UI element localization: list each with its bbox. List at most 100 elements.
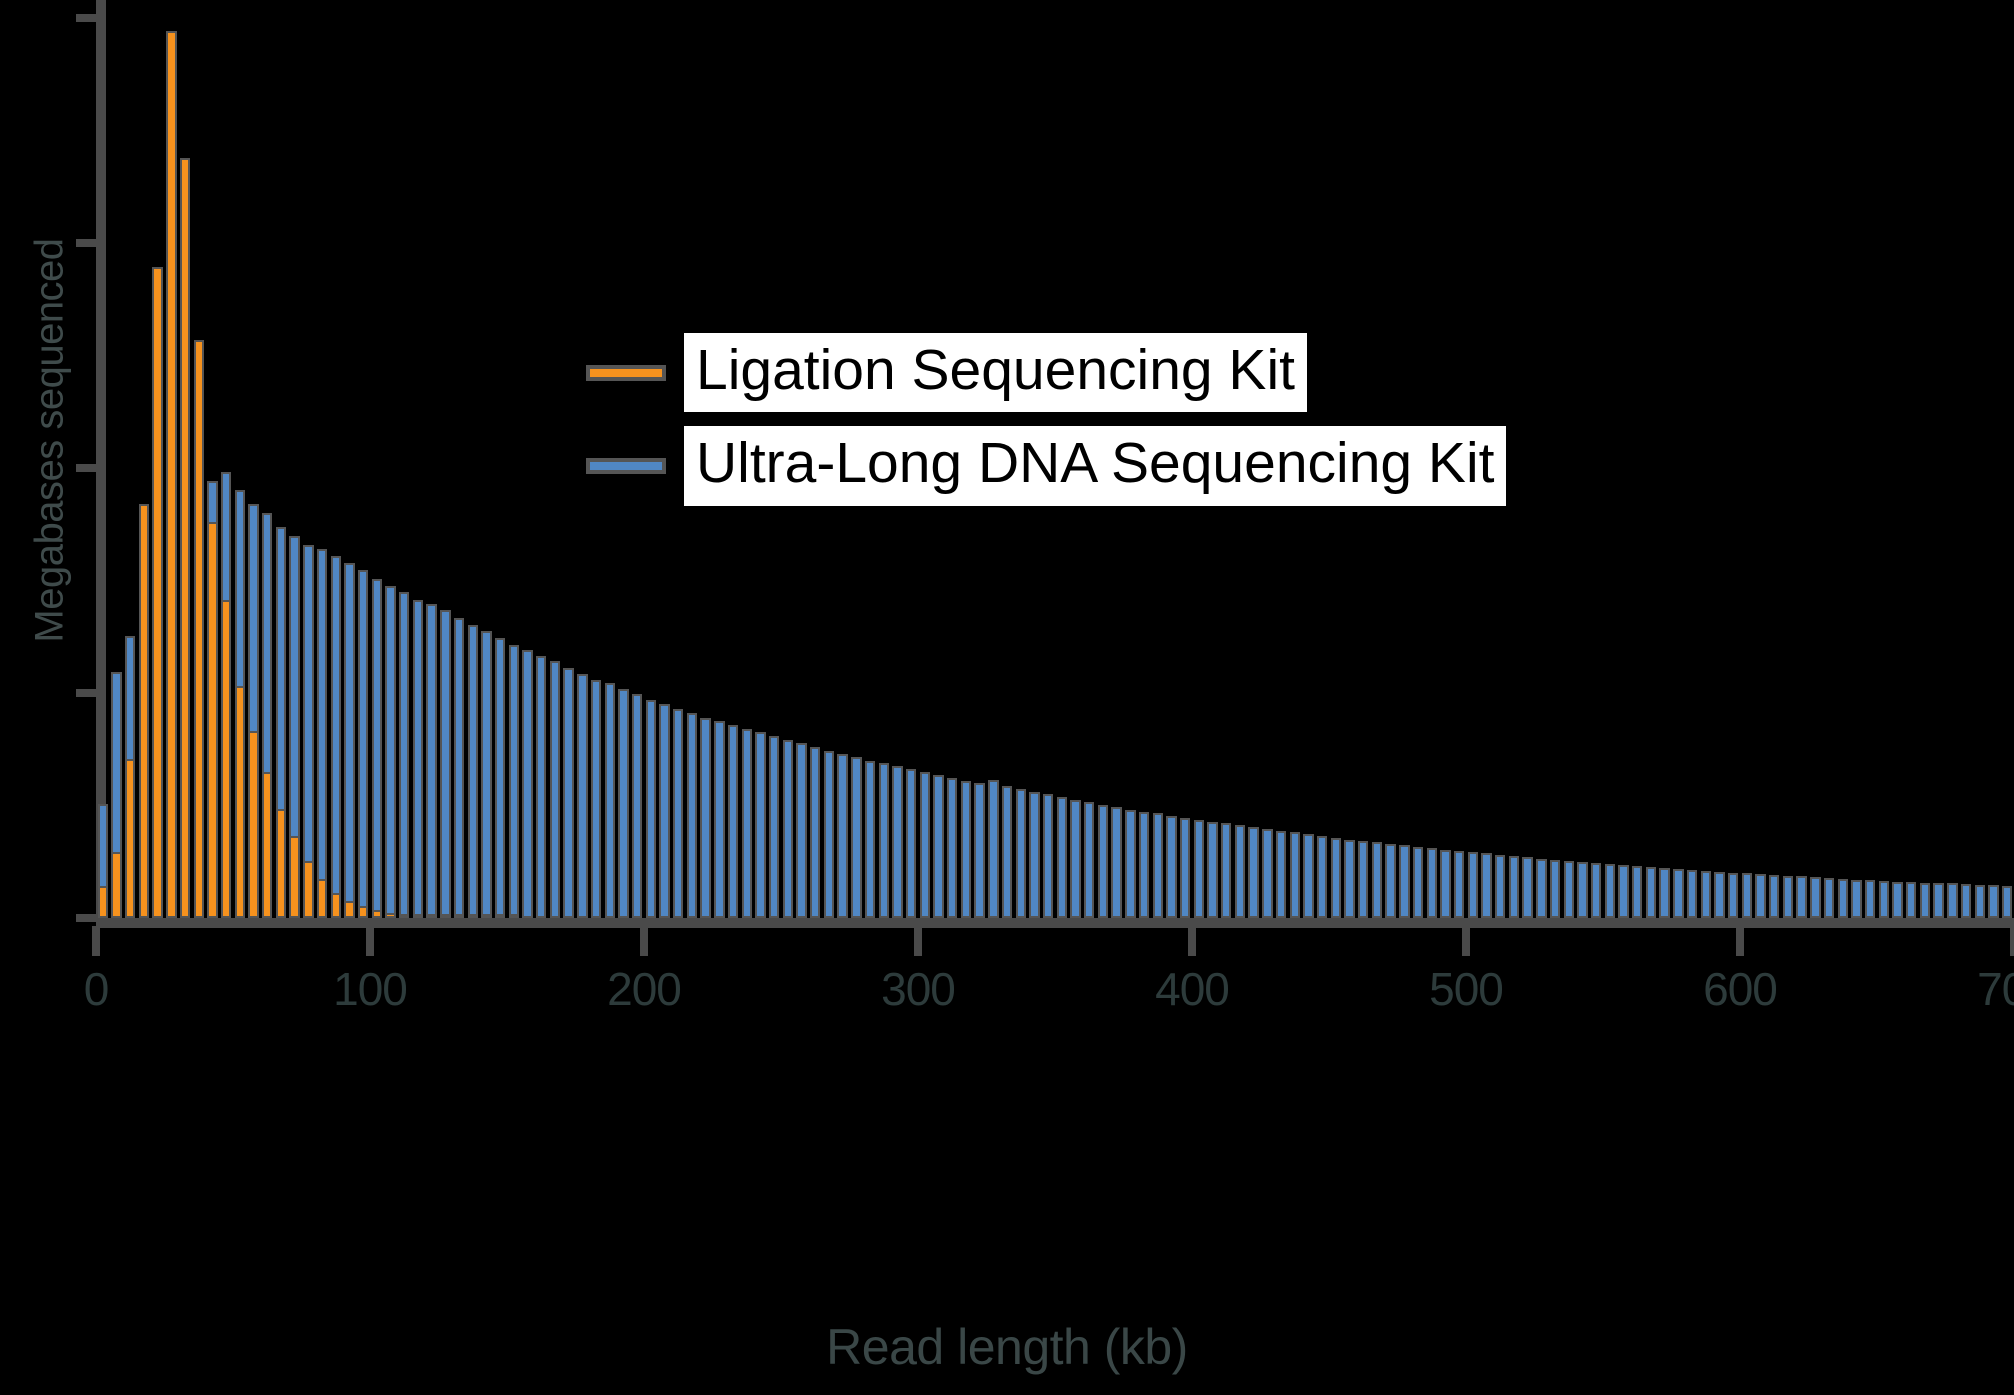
histogram-bar bbox=[1262, 828, 1273, 918]
histogram-bar bbox=[1084, 802, 1095, 918]
histogram-bar bbox=[659, 704, 670, 918]
x-axis-tick-label: 400 bbox=[1155, 963, 1230, 1015]
histogram-bar bbox=[412, 599, 424, 918]
histogram-bar bbox=[1467, 852, 1479, 918]
histogram-bar bbox=[357, 570, 369, 918]
histogram-bar bbox=[399, 592, 410, 918]
histogram-bar bbox=[508, 645, 520, 918]
histogram-bar bbox=[1248, 827, 1259, 918]
x-axis-title: Read length (kb) bbox=[826, 1319, 1188, 1375]
histogram-bar bbox=[1906, 881, 1917, 918]
histogram-bar bbox=[440, 914, 451, 918]
x-axis-tick bbox=[1188, 926, 1196, 956]
histogram-bar bbox=[755, 732, 766, 918]
histogram-bar bbox=[97, 886, 109, 918]
histogram-bar bbox=[618, 688, 629, 918]
histogram-bar bbox=[1590, 862, 1602, 918]
histogram-bar bbox=[1371, 842, 1383, 918]
histogram-bar bbox=[344, 563, 355, 918]
histogram-bar bbox=[1152, 813, 1163, 918]
histogram-bar bbox=[645, 699, 657, 918]
histogram-bar bbox=[1659, 867, 1670, 918]
histogram-bar bbox=[631, 694, 643, 918]
x-axis-tick bbox=[640, 926, 648, 956]
histogram-bar bbox=[385, 585, 396, 918]
histogram-bar bbox=[1645, 867, 1657, 918]
histogram-bar bbox=[1193, 819, 1205, 918]
x-axis-tick-label: 600 bbox=[1703, 963, 1778, 1015]
x-axis-tick bbox=[366, 926, 374, 956]
legend-item-ligation[interactable]: Ligation Sequencing Kit bbox=[586, 333, 1506, 413]
histogram-bar bbox=[1686, 869, 1698, 918]
histogram-bar bbox=[1604, 864, 1616, 918]
histogram-bar bbox=[1878, 880, 1890, 918]
histogram-bar bbox=[481, 914, 492, 918]
y-axis-tick bbox=[76, 689, 104, 697]
histogram-bar bbox=[1549, 859, 1561, 918]
legend-item-ultra-long[interactable]: Ultra-Long DNA Sequencing Kit bbox=[586, 426, 1507, 506]
histogram-bar bbox=[1166, 816, 1177, 918]
histogram-bar bbox=[316, 878, 328, 918]
histogram-bar bbox=[727, 725, 739, 918]
histogram-bar bbox=[1577, 861, 1588, 918]
histogram-bar bbox=[138, 503, 150, 918]
histogram-bar bbox=[1741, 873, 1753, 918]
histogram-bar bbox=[125, 758, 136, 918]
histogram-bar bbox=[1769, 875, 1780, 918]
y-axis-title: Megabases sequenced bbox=[27, 238, 72, 643]
histogram-bar bbox=[536, 655, 547, 918]
histogram-bar bbox=[316, 549, 328, 918]
histogram-bar bbox=[1919, 882, 1931, 918]
y-axis-tick bbox=[76, 239, 104, 247]
histogram-bar bbox=[1111, 806, 1122, 918]
histogram-bar bbox=[1673, 868, 1684, 918]
x-axis-tick bbox=[914, 926, 922, 956]
y-axis-line bbox=[96, 0, 106, 918]
histogram-bar bbox=[494, 914, 506, 918]
x-axis-tick-label: 300 bbox=[881, 963, 956, 1015]
histogram-bar bbox=[426, 914, 437, 918]
histogram-bar bbox=[782, 739, 794, 918]
histogram-bar bbox=[330, 892, 341, 918]
histogram-bar bbox=[1947, 883, 1958, 918]
histogram-bar bbox=[179, 158, 191, 918]
histogram-bar bbox=[1988, 885, 1999, 918]
histogram-bar bbox=[577, 674, 588, 918]
x-axis-tick-label: 100 bbox=[333, 963, 408, 1015]
histogram-bar bbox=[1823, 877, 1835, 918]
histogram-bar bbox=[303, 860, 314, 918]
histogram-bar bbox=[1303, 834, 1314, 918]
histogram-bar bbox=[1974, 885, 1985, 918]
histogram-bar bbox=[1782, 876, 1794, 918]
histogram-bar bbox=[220, 599, 232, 918]
histogram-bar bbox=[1837, 878, 1848, 918]
histogram-bar bbox=[1344, 839, 1355, 918]
legend-label-ligation: Ligation Sequencing Kit bbox=[684, 333, 1307, 413]
histogram-bar bbox=[1234, 825, 1246, 918]
histogram-bar bbox=[399, 914, 410, 918]
histogram-bar bbox=[111, 852, 122, 918]
x-axis-tick bbox=[2010, 926, 2014, 956]
legend-swatch-icon-ultra-long bbox=[586, 457, 666, 474]
histogram-bar bbox=[1495, 855, 1506, 918]
histogram-bar bbox=[823, 750, 835, 918]
histogram-bar bbox=[207, 522, 218, 918]
histogram-bar bbox=[741, 728, 752, 918]
histogram-bar bbox=[837, 754, 848, 918]
histogram-bar bbox=[796, 743, 807, 918]
histogram-bar bbox=[522, 649, 533, 918]
histogram-bar bbox=[1481, 853, 1492, 918]
x-axis-line bbox=[96, 918, 2014, 928]
histogram-bar bbox=[1015, 788, 1026, 918]
histogram-bar bbox=[1138, 811, 1150, 918]
chart-legend: Ligation Sequencing Kit Ultra-Long DNA S… bbox=[586, 333, 1507, 520]
x-axis-tick-label: 0 bbox=[83, 963, 110, 1015]
x-axis-tick-label: 500 bbox=[1429, 963, 1504, 1015]
histogram-bar bbox=[426, 604, 437, 918]
histogram-bar bbox=[851, 756, 862, 918]
histogram-bar bbox=[1070, 799, 1081, 918]
x-axis-tick-label: 200 bbox=[607, 963, 682, 1015]
histogram-bar bbox=[1125, 809, 1136, 918]
histogram-bar bbox=[344, 900, 355, 918]
histogram-bar bbox=[1412, 847, 1424, 918]
